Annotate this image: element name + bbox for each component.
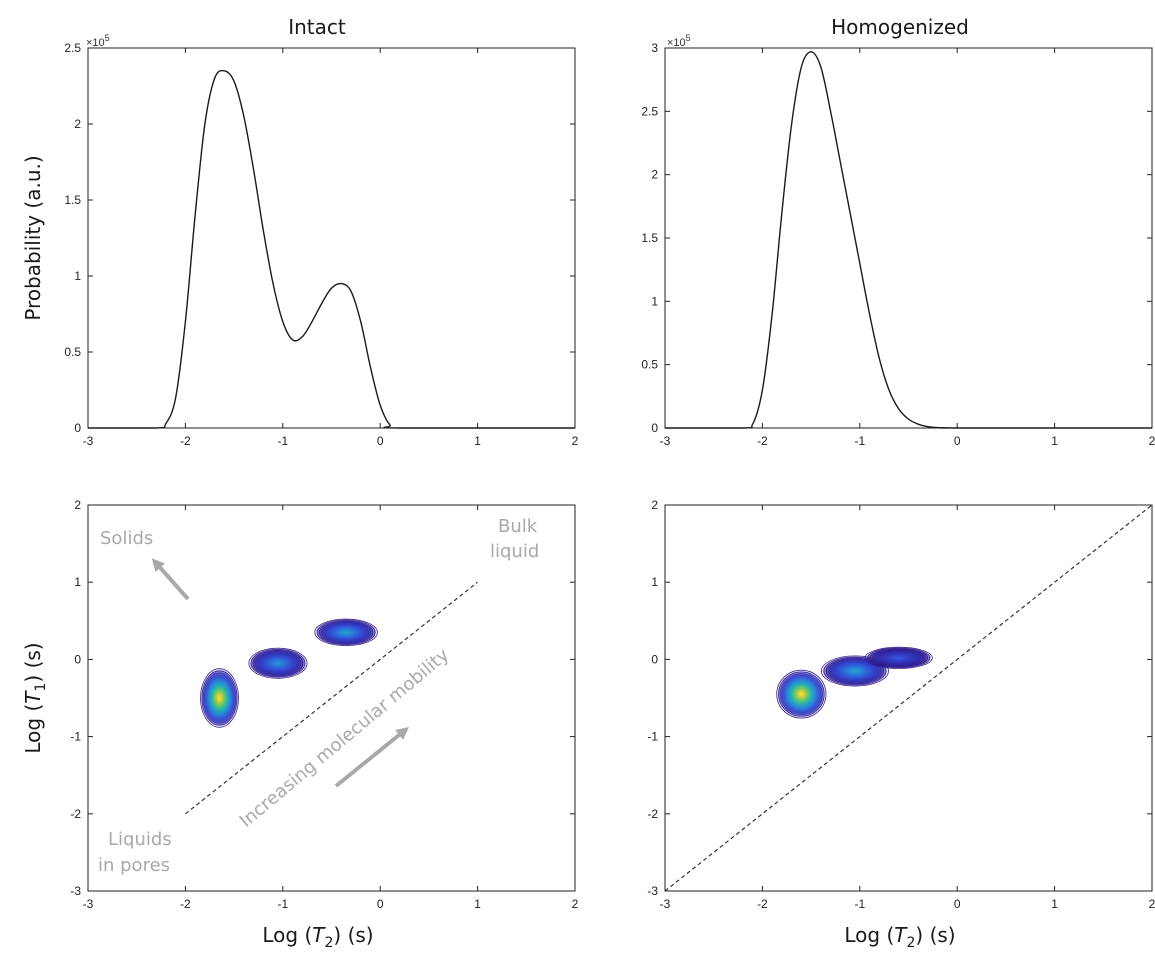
- x-tick-label: 1: [474, 434, 481, 448]
- density-peak: [248, 647, 308, 679]
- density-contour: [799, 692, 804, 697]
- homogenized-title: Homogenized: [831, 15, 969, 39]
- y-tick-label: 1.5: [64, 193, 81, 207]
- intact-x-axis-label: Log (T2) (s): [262, 923, 373, 951]
- y-tick-label: -1: [647, 730, 658, 744]
- diagonal-line: [664, 504, 1153, 892]
- y-tick-label: 3: [651, 41, 658, 55]
- density-peak: [864, 646, 933, 669]
- series-line: [665, 51, 1152, 429]
- x-tick-label: -1: [277, 434, 288, 448]
- y-tick-label: 0: [651, 421, 658, 435]
- y-tick-label: 1: [651, 575, 658, 589]
- x-tick-label: 2: [1149, 434, 1155, 448]
- y-tick-label: 0: [74, 421, 81, 435]
- diagonal-line: [185, 581, 478, 815]
- density-contour: [852, 669, 858, 673]
- x-tick-label: -3: [83, 897, 94, 911]
- y-tick-label: 1.5: [641, 231, 658, 245]
- intact-title: Intact: [288, 15, 346, 39]
- intact-y-exponent: ×105: [86, 33, 110, 49]
- x-tick-label: -1: [277, 897, 288, 911]
- x-tick-label: 1: [1051, 897, 1058, 911]
- x-tick-label: 2: [572, 897, 579, 911]
- homogenized-t2-layer: -3 -2 -1 0 1 2 0 0.5 1 1.5 2 2.5 3: [641, 41, 1155, 448]
- x-tick-label: -3: [83, 434, 94, 448]
- x-tick-label: -1: [854, 434, 865, 448]
- density-peak: [200, 668, 239, 728]
- annotation-bulk-line-1: Bulk: [498, 516, 538, 537]
- x-tick-label: -2: [757, 434, 768, 448]
- x-tick-label: -2: [180, 897, 191, 911]
- intact-t1t2-plot-area: [87, 504, 576, 892]
- y-tick-label: 2: [651, 168, 658, 182]
- x-tick-label: 2: [572, 434, 579, 448]
- y-tick-label: 2: [651, 498, 658, 512]
- y-tick-label: 2.5: [641, 104, 658, 118]
- intact-t1t2-layer: -3 -2 -1 0 1 2 -3 -2 -1 0 1 2: [70, 498, 578, 911]
- homogenized-x-axis-label: Log (T2) (s): [844, 923, 955, 951]
- intact-t2-plot-area: [87, 47, 576, 429]
- y-tick-label: 0: [74, 652, 81, 666]
- arrow-solids: [151, 558, 190, 601]
- x-tick-label: 0: [377, 434, 384, 448]
- x-tick-label: 0: [377, 897, 384, 911]
- homogenized-t1t2-layer: -3 -2 -1 0 1 2 -3 -2 -1 0 1 2: [647, 498, 1155, 911]
- x-tick-label: 1: [1051, 434, 1058, 448]
- annotation-solids: Solids: [100, 528, 153, 549]
- y-tick-label: -3: [70, 884, 81, 898]
- density-peak: [776, 669, 827, 719]
- x-tick-label: -2: [757, 897, 768, 911]
- intact-t2-layer: -3 -2 -1 0 1 2 0 0.5 1 1.5 2 2.5: [64, 41, 578, 448]
- y-axis-label-probability: Probability (a.u.): [21, 155, 45, 320]
- annotation-bulk-line-2: liquid: [490, 541, 539, 562]
- annotation-pores-line-2: in pores: [98, 855, 170, 876]
- density-contour: [895, 656, 902, 660]
- series-line: [88, 69, 575, 429]
- y-tick-label: 1: [74, 269, 81, 283]
- density-contour: [343, 631, 349, 634]
- density-contour: [217, 695, 222, 701]
- y-tick-label: -2: [647, 807, 658, 821]
- y-tick-label: -3: [647, 884, 658, 898]
- y-tick-label: 1: [651, 294, 658, 308]
- y-tick-label: 2.5: [64, 41, 81, 55]
- y-tick-label: 0.5: [64, 345, 81, 359]
- y-tick-label: -1: [70, 730, 81, 744]
- x-tick-label: -3: [660, 897, 671, 911]
- y-tick-label: 1: [74, 575, 81, 589]
- x-tick-label: -1: [854, 897, 865, 911]
- density-peak: [314, 618, 378, 647]
- y-tick-label: 2: [74, 498, 81, 512]
- x-tick-label: -3: [660, 434, 671, 448]
- x-tick-label: 1: [474, 897, 481, 911]
- x-tick-label: 0: [954, 434, 961, 448]
- homogenized-t2-plot-area: [664, 47, 1153, 429]
- y-tick-label: 0.5: [641, 358, 658, 372]
- annotation-pores-line-1: Liquids: [108, 829, 172, 850]
- y-tick-label: 0: [651, 652, 658, 666]
- y-tick-label: 2: [74, 117, 81, 131]
- x-tick-label: 0: [954, 897, 961, 911]
- y-tick-label: -2: [70, 807, 81, 821]
- y-axis-label-t1: Log (T1) (s): [21, 642, 49, 753]
- x-tick-label: 2: [1149, 897, 1155, 911]
- x-tick-label: -2: [180, 434, 191, 448]
- arrow-mobility: [334, 726, 409, 788]
- homogenized-y-exponent: ×105: [667, 33, 691, 49]
- density-contour: [275, 661, 281, 665]
